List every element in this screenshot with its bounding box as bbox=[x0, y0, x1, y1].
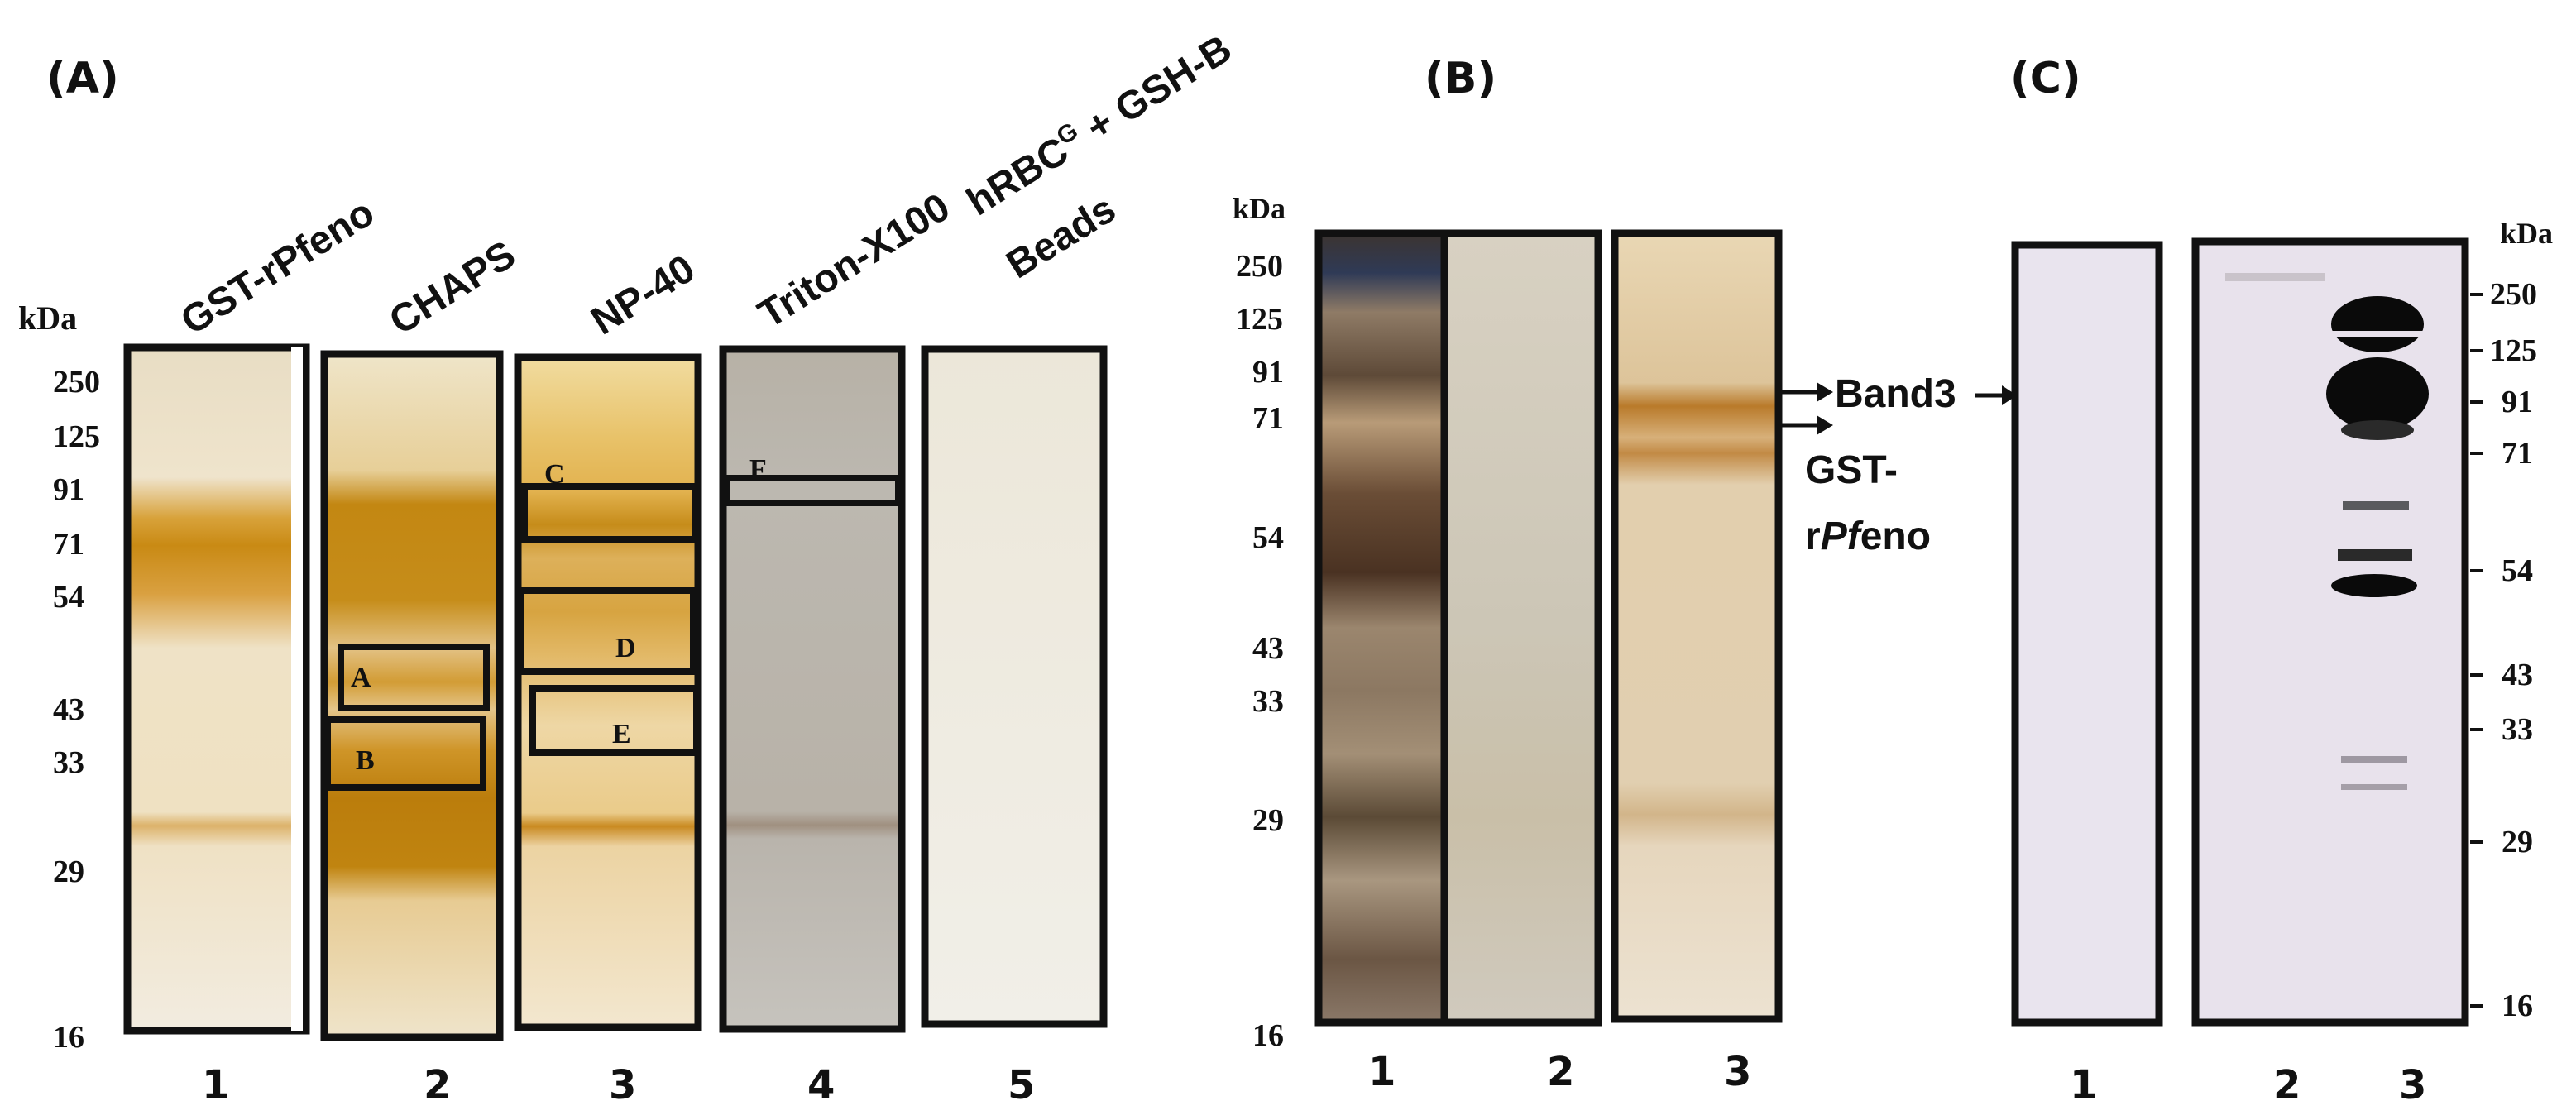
gel-lane-2: A B bbox=[320, 350, 504, 1041]
panel-a-marker: 33 bbox=[53, 745, 84, 780]
box-b bbox=[324, 716, 486, 791]
gst-label-line1: GST- bbox=[1805, 448, 1898, 492]
lane-number: 5 bbox=[1008, 1062, 1035, 1108]
panel-a-marker: 43 bbox=[53, 692, 84, 727]
panel-c-markers: 250 125 91 71 54 43 33 29 16 bbox=[2490, 277, 2537, 1023]
panel-b-marker: 91 bbox=[1252, 355, 1284, 390]
box-c bbox=[521, 483, 698, 543]
gel-lane-4: F bbox=[719, 345, 906, 1033]
panel-c-marker: 29 bbox=[2502, 825, 2533, 859]
gel-lane-3: C D E bbox=[514, 353, 702, 1031]
lane-number: 2 bbox=[2273, 1062, 2301, 1108]
box-label-f: F bbox=[749, 454, 767, 485]
blot-c-arrow bbox=[1975, 385, 2017, 405]
box-label-e: E bbox=[612, 719, 631, 749]
panel-c-marker: 125 bbox=[2490, 333, 2537, 368]
lane-number: 3 bbox=[609, 1062, 636, 1108]
blot-c-lane-1 bbox=[2011, 241, 2163, 1027]
lane-number: 1 bbox=[1368, 1049, 1396, 1095]
lane-number: 1 bbox=[2070, 1062, 2097, 1108]
gst-label-line2: rPfeno bbox=[1805, 515, 1931, 558]
panel-b-marker: 54 bbox=[1252, 520, 1284, 555]
panel-a-label: (A) bbox=[46, 54, 119, 103]
gel-b-lane-1 bbox=[1319, 233, 1443, 1022]
panel-a-marker: 71 bbox=[53, 527, 84, 562]
panel-a-marker: 250 bbox=[53, 365, 100, 400]
lane-number: 4 bbox=[807, 1062, 835, 1108]
panel-a-lane-titles: GST-rPfeno CHAPS NP-40 Triton-X100 hRBCG… bbox=[174, 26, 1239, 343]
box-f bbox=[723, 475, 902, 506]
box-label-b: B bbox=[356, 745, 375, 776]
panel-c-marker: 33 bbox=[2502, 712, 2533, 747]
gel-lane-5 bbox=[921, 345, 1108, 1028]
panel-a-marker: 91 bbox=[53, 472, 84, 507]
box-e bbox=[529, 685, 700, 756]
panel-c-lane-numbers: 1 2 3 bbox=[2070, 1062, 2426, 1108]
panel-b-marker: 125 bbox=[1236, 302, 1283, 337]
panel-a-marker: 54 bbox=[53, 580, 84, 615]
panel-c-marker: 54 bbox=[2502, 553, 2533, 588]
panel-b: (B) kDa 250 125 91 71 54 43 33 29 16 bbox=[1233, 54, 1956, 1095]
panel-c-kda-label: kDa bbox=[2500, 217, 2553, 250]
panel-a-marker: 29 bbox=[53, 854, 84, 889]
panel-a-marker: 125 bbox=[53, 419, 100, 454]
gel-b-lane-3 bbox=[1611, 229, 1783, 1023]
panel-b-marker: 29 bbox=[1252, 803, 1284, 838]
panel-a-lane-numbers: 1 2 3 4 5 bbox=[202, 1062, 1035, 1108]
band3-arrow: Band3 bbox=[1779, 372, 1956, 416]
box-d bbox=[518, 587, 697, 675]
blot-c-lanes-2-3 bbox=[2191, 237, 2469, 1027]
panel-c-label: (C) bbox=[2010, 54, 2081, 103]
panel-a-markers: 250 125 91 71 54 43 33 29 16 bbox=[53, 365, 100, 1055]
panel-b-marker: 43 bbox=[1252, 631, 1284, 666]
panel-c-ticks bbox=[2470, 293, 2483, 1008]
panel-c-marker: 250 bbox=[2490, 277, 2537, 312]
gel-b-frame-left bbox=[1314, 229, 1602, 1027]
panel-b-marker: 16 bbox=[1252, 1018, 1284, 1053]
panel-c-marker: 16 bbox=[2502, 988, 2533, 1023]
panel-b-lane-numbers: 1 2 3 bbox=[1368, 1049, 1751, 1095]
gel-lane-1 bbox=[123, 343, 310, 1035]
gel-b-lane-2 bbox=[1446, 233, 1598, 1022]
panel-c-marker: 71 bbox=[2502, 436, 2533, 471]
panel-b-markers: 250 125 91 71 54 43 33 29 16 bbox=[1236, 249, 1284, 1053]
lane-title-triton: Triton-X100 bbox=[751, 185, 958, 337]
lane-title-chaps: CHAPS bbox=[382, 232, 524, 343]
box-label-a: A bbox=[351, 663, 371, 693]
lane-number: 2 bbox=[424, 1062, 451, 1108]
box-label-c: C bbox=[544, 459, 565, 490]
panel-b-marker: 33 bbox=[1252, 684, 1284, 719]
panel-b-label: (B) bbox=[1424, 54, 1496, 103]
lane-number: 3 bbox=[1724, 1049, 1751, 1095]
panel-b-kda-label: kDa bbox=[1233, 192, 1286, 225]
panel-c-marker: 91 bbox=[2502, 385, 2533, 419]
lane-title-np40: NP-40 bbox=[584, 246, 702, 343]
lane-number: 1 bbox=[202, 1062, 229, 1108]
box-label-d: D bbox=[615, 633, 636, 663]
lane-number: 3 bbox=[2399, 1062, 2426, 1108]
panel-b-marker: 250 bbox=[1236, 249, 1283, 284]
panel-b-marker: 71 bbox=[1252, 401, 1284, 436]
panel-a: (A) kDa 250 125 91 71 54 43 33 29 16 GST… bbox=[18, 26, 1239, 1108]
panel-c: (C) kDa 250 125 91 71 54 43 33 29 16 bbox=[1975, 54, 2553, 1108]
lane-number: 2 bbox=[1547, 1049, 1574, 1095]
panel-a-kda-label: kDa bbox=[18, 299, 77, 337]
lane-title-gst-rpfeno: GST-rPfeno bbox=[174, 190, 382, 343]
gst-rpfeno-arrow: GST- rPfeno bbox=[1779, 415, 1931, 558]
band3-label: Band3 bbox=[1835, 372, 1956, 416]
panel-a-marker: 16 bbox=[53, 1020, 84, 1055]
panel-c-marker: 43 bbox=[2502, 658, 2533, 692]
box-a bbox=[338, 644, 490, 711]
